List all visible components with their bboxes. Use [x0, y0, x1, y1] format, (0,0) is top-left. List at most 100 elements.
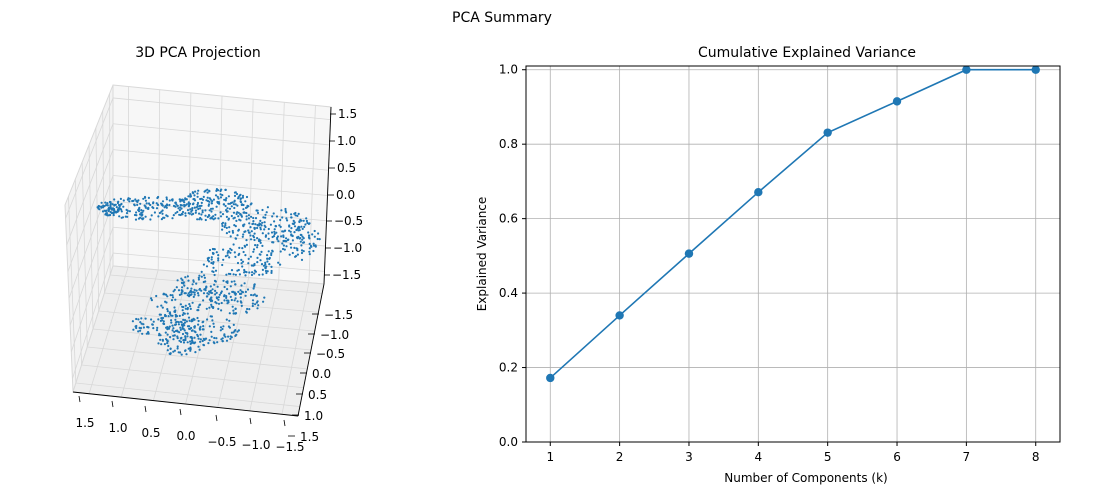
scatter-point-3d [174, 298, 177, 301]
scatter-point-3d [195, 282, 198, 285]
scatter-point-3d [279, 263, 282, 266]
scatter-point-3d [199, 340, 202, 343]
scatter-point-3d [157, 342, 160, 345]
scatter-point-3d [227, 195, 230, 198]
scatter-point-3d [260, 263, 264, 266]
scatter-point-3d [187, 347, 190, 350]
scatter-point-3d [225, 197, 228, 200]
scatter-point-3d [232, 309, 235, 312]
scatter-point-3d [266, 206, 269, 209]
panel-2d-title: Cumulative Explained Variance [698, 45, 916, 61]
scatter-point-3d [176, 335, 179, 338]
scatter-point-3d [246, 204, 249, 207]
scatter-point-3d [171, 329, 174, 332]
scatter-point-3d [260, 250, 263, 253]
scatter-point-3d [231, 305, 234, 308]
scatter-point-3d [173, 349, 176, 352]
scatter-point-3d [199, 333, 202, 336]
scatter-point-3d [199, 207, 202, 210]
scatter-point-3d [196, 292, 200, 295]
scatter-point-3d [196, 195, 199, 198]
scatter-point-3d [197, 294, 200, 297]
z-tick-label-3d: 1.5 [338, 107, 357, 121]
scatter-point-3d [167, 344, 170, 348]
y-tick-label: 0.4 [499, 286, 518, 300]
scatter-point-3d [270, 253, 273, 257]
scatter-point-3d [247, 231, 251, 234]
scatter-point-3d [194, 341, 197, 344]
scatter-point-3d [201, 339, 204, 343]
scatter-point-3d [157, 215, 160, 218]
scatter-point-3d [219, 329, 222, 332]
left-wall-gridline [95, 127, 100, 312]
scatter-point-3d [192, 279, 195, 282]
scatter-point-3d [165, 214, 168, 217]
scatter-point-3d [199, 338, 202, 341]
scatter-point-3d [288, 253, 291, 256]
scatter-point-3d [253, 285, 256, 288]
scatter-point-3d [253, 262, 256, 266]
scatter-point-3d [181, 313, 184, 317]
scatter-point-3d [122, 205, 125, 208]
scatter-point-3d [246, 307, 249, 311]
scatter-point-3d [239, 197, 242, 201]
scatter-point-3d [104, 201, 107, 204]
scatter-point-3d [308, 253, 311, 256]
scatter-point-3d [239, 193, 242, 196]
scatter-point-3d [155, 329, 159, 332]
scatter-point-3d [261, 208, 264, 212]
scatter-point-3d [239, 296, 242, 299]
scatter-point-3d [226, 280, 229, 283]
scatter-point-3d [179, 303, 182, 306]
scatter-point-3d [188, 295, 191, 298]
scatter-point-3d [103, 205, 106, 208]
scatter-point-3d [292, 219, 295, 222]
scatter-point-3d [208, 339, 211, 342]
scatter-point-3d [299, 240, 302, 243]
scatter-point-3d [177, 321, 180, 324]
scatter-point-3d [197, 189, 200, 192]
scatter-point-3d [279, 250, 282, 253]
scatter-point-3d [264, 213, 267, 216]
back-wall-gridline [112, 97, 331, 121]
scatter-point-3d [146, 207, 149, 210]
scatter-point-3d [281, 247, 285, 251]
scatter-point-3d [259, 253, 262, 256]
scatter-point-3d [229, 337, 232, 340]
scatter-point-3d [234, 307, 237, 310]
scatter-point-3d [179, 328, 182, 331]
back-wall-gridline [112, 123, 330, 146]
scatter-point-3d [239, 292, 242, 295]
scatter-point-3d [210, 296, 213, 299]
scatter-point-3d [170, 198, 174, 201]
scatter-point-3d [198, 218, 201, 221]
data-point-k1 [546, 373, 555, 383]
scatter-point-3d [181, 279, 184, 282]
scatter-point-3d [155, 207, 159, 210]
scatter-point-3d [177, 323, 180, 326]
scatter-point-3d [137, 330, 140, 333]
scatter-point-3d [198, 328, 202, 331]
scatter-point-3d [197, 337, 200, 340]
data-point-k7 [962, 65, 971, 74]
scatter-point-3d [272, 212, 275, 215]
z-axis-line-3d [323, 106, 332, 285]
line-series [546, 65, 1040, 383]
scatter-point-3d [163, 343, 166, 346]
x-tick-label: 7 [963, 450, 971, 464]
scatter-point-3d [177, 289, 181, 292]
scatter-point-3d [237, 228, 240, 231]
z-tick-label-3d: −0.5 [334, 214, 363, 228]
scatter-point-3d [227, 299, 230, 302]
scatter-point-3d [227, 218, 230, 221]
back-wall-gridline [112, 149, 329, 171]
scatter-point-3d [147, 202, 151, 205]
scatter-point-3d [184, 292, 187, 295]
scatter-point-3d [232, 312, 235, 315]
axes-3d: 1.5 1.0 0.5 0.0 −0.5 −1.0 −1.5 −1.5 −1.0 −0.5 0.0 0… [72, 106, 363, 454]
scatter-point-3d [189, 202, 192, 205]
scatter-point-3d [242, 233, 245, 236]
scatter-point-3d [196, 309, 199, 312]
scatter-point-3d [187, 292, 190, 295]
scatter-point-3d [136, 203, 139, 206]
